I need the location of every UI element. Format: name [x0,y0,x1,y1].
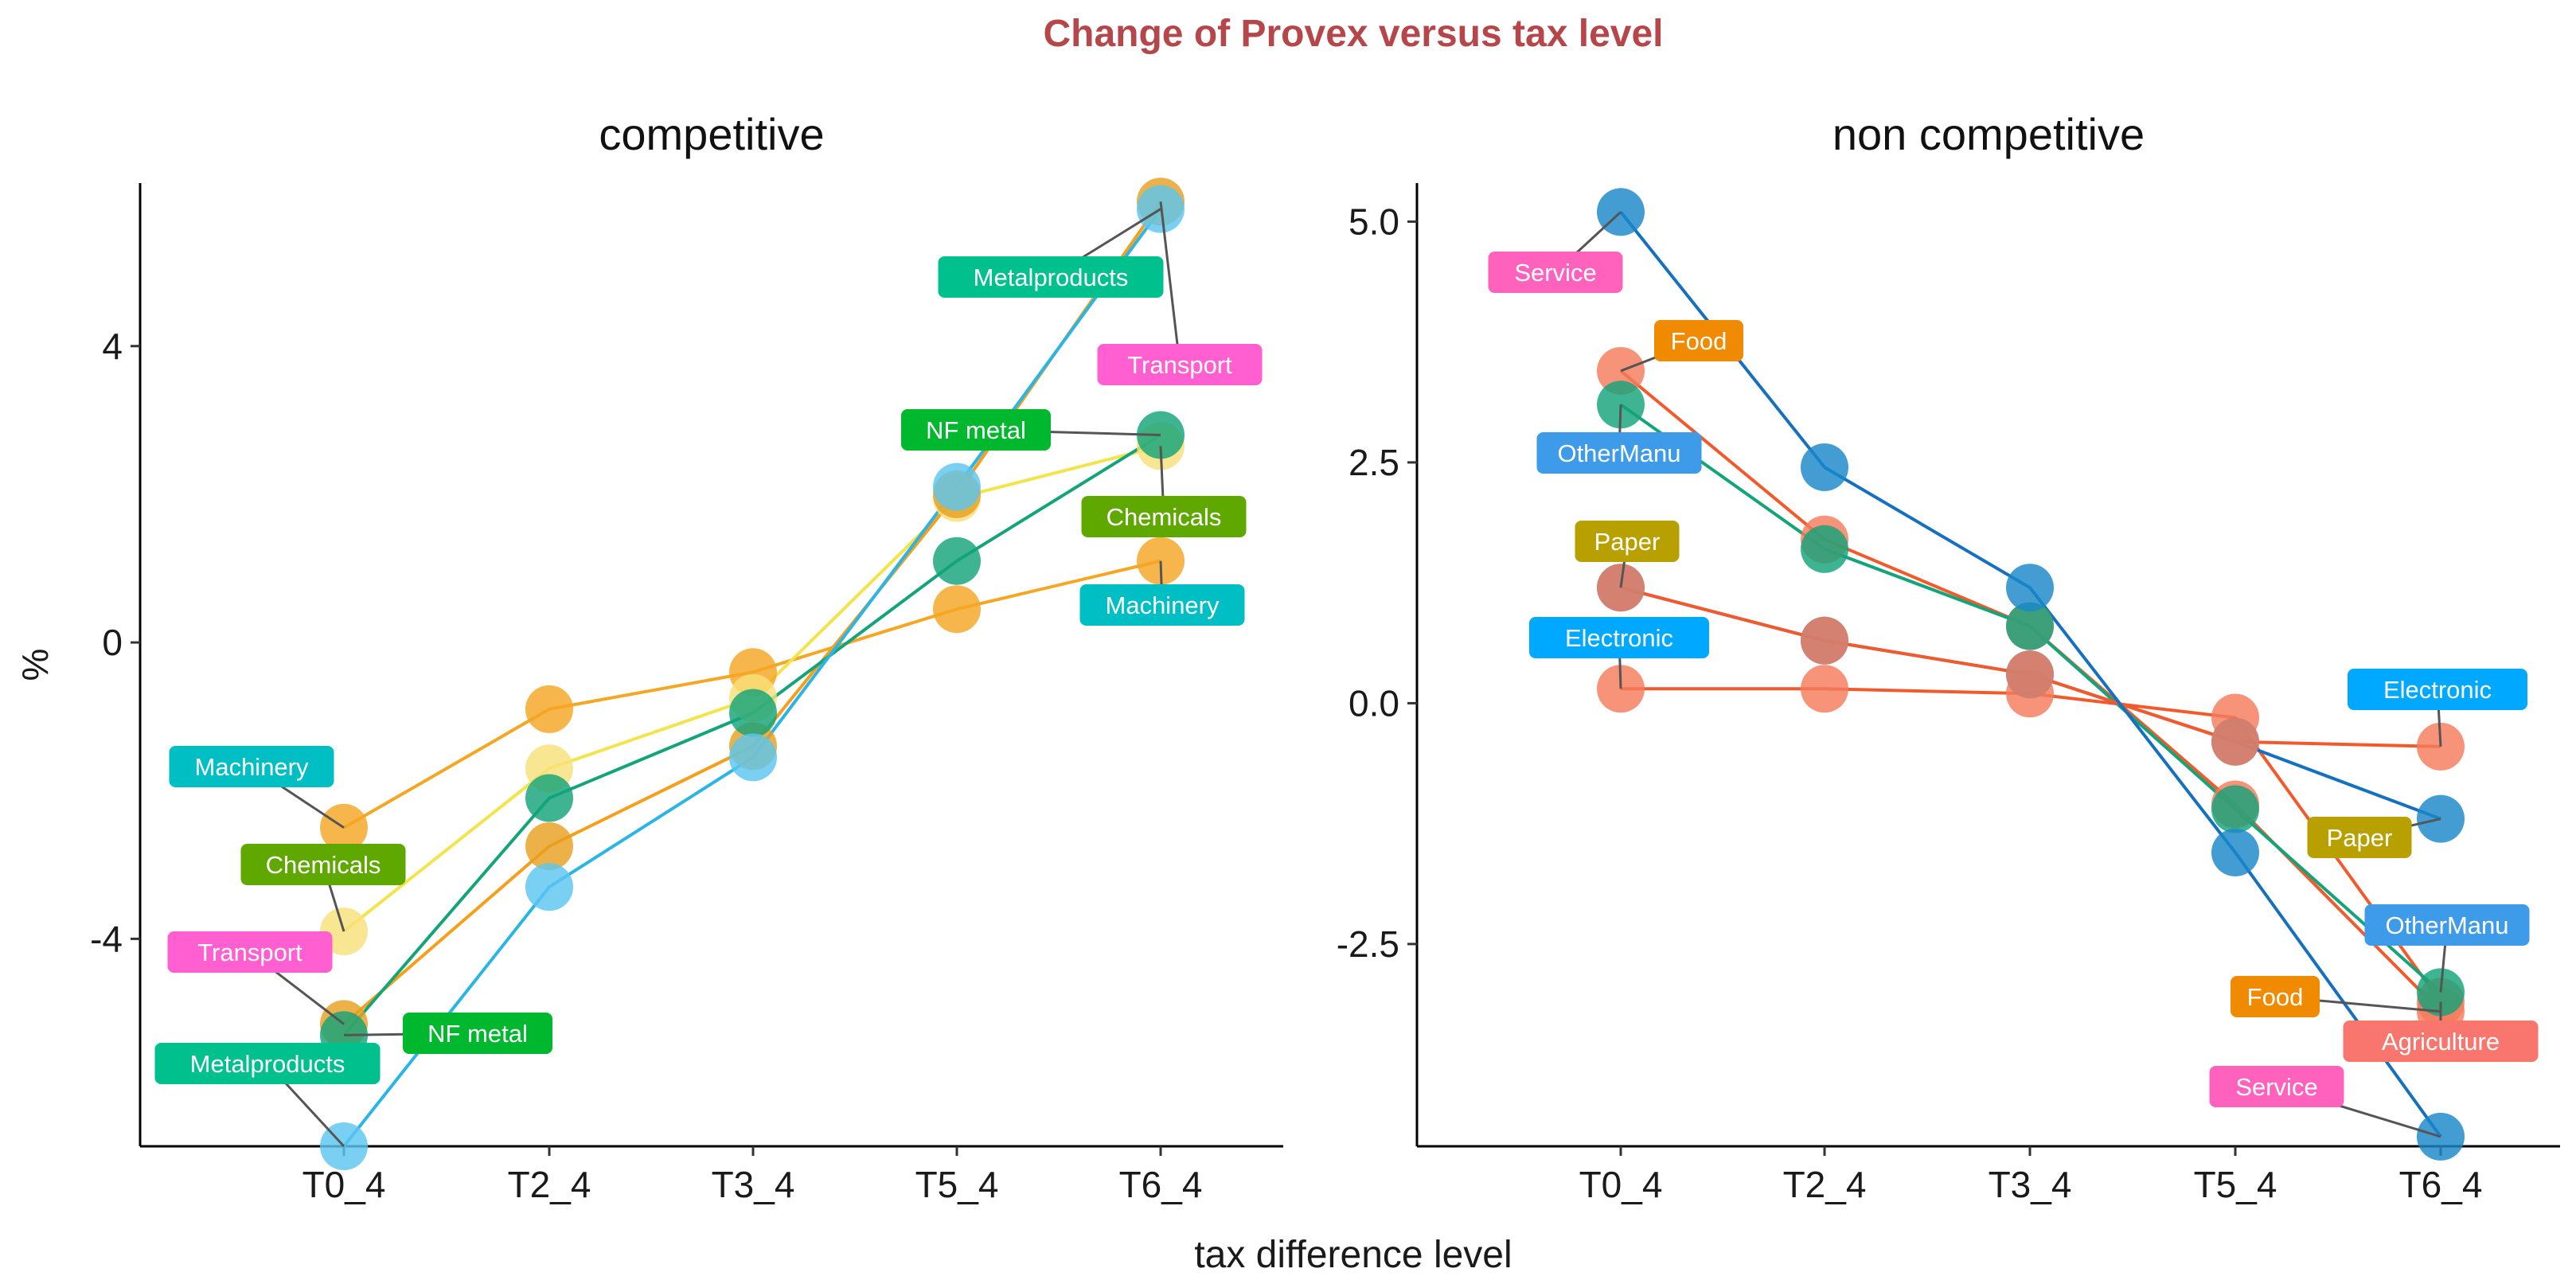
series-label: Service [1514,259,1596,287]
series-line [342,201,1162,1025]
data-point [1801,443,1848,491]
y-tick-label: -2.5 [1337,923,1399,965]
series-label: Electronic [2383,676,2492,704]
label-box [1536,432,1702,474]
data-point [933,537,981,585]
series-label: Electronic [1565,624,1673,652]
y-tick-label: 4 [102,326,123,367]
label-box [1529,617,1709,658]
data-point [525,863,573,911]
series-label: Agriculture [2382,1028,2500,1056]
label-box [2307,817,2412,858]
y-tick-label: 5.0 [1348,201,1399,242]
data-point [729,689,777,737]
chart-title: Change of Provex versus tax level [1043,13,1663,55]
x-tick-label: T0_4 [1579,1164,1663,1205]
x-tick-label: T5_4 [915,1164,999,1205]
label-box [154,1043,381,1084]
x-tick-label: T6_4 [1119,1164,1203,1205]
series-label: OtherManu [1557,439,1680,467]
data-point [1801,616,1848,665]
series-label: Machinery [1106,591,1220,619]
label-box [403,1013,552,1054]
label-box [938,256,1164,298]
series-label: OtherManu [2385,911,2508,939]
x-tick-label: T0_4 [302,1164,386,1205]
series-label: Food [1671,327,1727,355]
x-tick-label: T3_4 [1989,1164,2072,1205]
y-tick-label: 0.0 [1348,682,1399,724]
label-box [2209,1066,2344,1107]
series-label: Metalproducts [974,263,1129,291]
series-label: Food [2247,983,2304,1011]
data-point [2211,785,2259,833]
y-tick-label: 2.5 [1348,442,1399,483]
label-box [240,844,406,885]
x-axis-label: tax difference level [1194,1234,1512,1276]
label-box [2343,1021,2539,1062]
data-point [2006,602,2054,650]
label-box [2364,904,2530,946]
label-box [2348,669,2527,710]
label-box [901,409,1051,451]
y-axis-label: % [14,649,56,681]
data-point [933,462,981,511]
label-leader-line [1159,201,1181,365]
series-label: Transport [1127,351,1232,379]
data-point [2006,650,2054,699]
data-point [525,774,573,822]
series-label: Chemicals [1107,503,1222,531]
data-point [525,685,573,733]
data-point [2211,828,2259,876]
series-label: Metalproducts [190,1050,345,1078]
x-tick-label: T3_4 [712,1164,795,1205]
series-label: NF metal [926,416,1026,444]
series-label: NF metal [427,1020,528,1048]
series-label: Service [2235,1073,2317,1101]
label-box [167,931,333,973]
series-label: Transport [197,939,302,966]
panel-title: non competitive [1832,109,2145,159]
data-point [525,822,573,871]
series-label: Machinery [195,753,309,781]
label-box [1488,252,1623,293]
series-label: Paper [1594,528,1661,556]
label-box [169,746,334,787]
panel-1: competitive -4 0 4 T0_4 T2_4 T3_4 T5_4 T6_4 Machi… [90,109,1283,1205]
panel-2: non competitive -2.5 0.0 2.5 5.0 T0_4 T2_4 T3_4… [1337,109,2560,1205]
label-box [1081,496,1247,537]
series-label: Paper [2327,824,2393,852]
x-tick-label: T2_4 [1783,1164,1867,1205]
x-tick-label: T6_4 [2399,1164,2483,1205]
data-point [2211,717,2259,766]
y-tick-label: -4 [90,918,123,959]
panels-layer: competitive -4 0 4 T0_4 T2_4 T3_4 T5_4 T6_4 Machi… [90,109,2560,1205]
label-box [1654,320,1743,361]
data-point [933,585,981,634]
data-point [1801,525,1848,573]
label-box [1097,344,1263,385]
label-box [1079,584,1245,626]
label-box [1575,521,1680,562]
data-point [1801,665,1848,713]
x-tick-label: T5_4 [2194,1164,2277,1205]
label-box [2231,976,2320,1017]
panel-title: competitive [599,109,824,159]
series-label: Chemicals [266,851,381,879]
data-point [2006,564,2054,612]
data-point [729,733,777,782]
y-tick-label: 0 [102,622,123,663]
x-tick-label: T2_4 [508,1164,591,1205]
